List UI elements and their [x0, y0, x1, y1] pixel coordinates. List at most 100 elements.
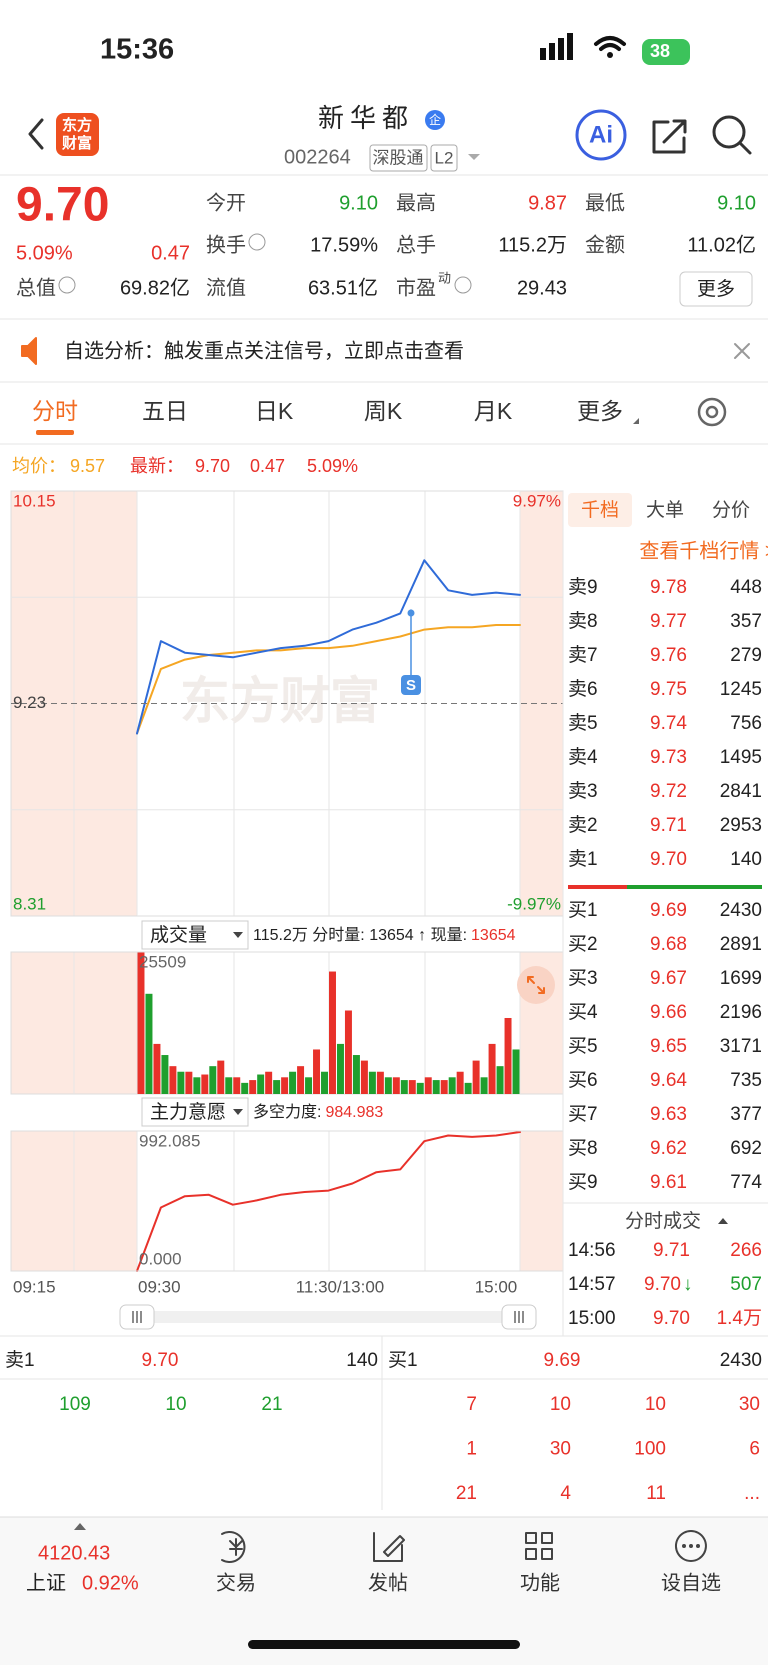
y-tick-label: 9.23	[13, 693, 46, 712]
tag	[430, 144, 458, 172]
tab[interactable]: 日K	[255, 398, 294, 424]
nav-icon[interactable]	[221, 1531, 246, 1563]
book-volume: 279	[730, 645, 762, 666]
book-volume: 1699	[720, 968, 762, 989]
tab[interactable]: 月K	[474, 398, 513, 424]
x-tick-label: 09:15	[13, 1277, 56, 1296]
volume-bar	[137, 952, 145, 1094]
field-value: 29.43	[517, 277, 567, 299]
tab-underline	[36, 430, 74, 435]
trade-time: 14:57	[568, 1274, 616, 1295]
book-volume: 2430	[720, 900, 762, 921]
y-tick-label: 0.000	[139, 1249, 182, 1268]
indicator-title[interactable]: 主力意愿	[150, 1101, 226, 1123]
nav-label[interactable]: 发帖	[368, 1571, 408, 1594]
settings-button[interactable]	[697, 397, 727, 427]
volume-bar	[408, 1080, 416, 1094]
volume-bar	[297, 1066, 305, 1094]
nav-icon[interactable]	[675, 1530, 707, 1562]
volume-bar	[281, 1077, 289, 1094]
volume-bar	[321, 1071, 328, 1094]
volume-bar	[289, 1071, 297, 1094]
book-price: 9.78	[650, 577, 687, 598]
trade-time: 15:00	[568, 1308, 616, 1329]
speaker-icon	[21, 337, 37, 365]
volume-bar	[424, 1077, 432, 1094]
dropdown	[233, 1109, 243, 1115]
volume-bar	[169, 1066, 177, 1094]
legend-value: 5.09%	[307, 456, 358, 476]
volume-bar	[344, 1010, 352, 1094]
volume-bar	[352, 1055, 360, 1094]
more-button[interactable]	[679, 271, 753, 307]
volume-bar	[400, 1080, 408, 1094]
indicator-select[interactable]	[141, 920, 249, 950]
nav-icon[interactable]	[525, 1532, 553, 1560]
orderbook-link[interactable]: 查看千档行情 >	[639, 539, 768, 562]
tab[interactable]: 周K	[364, 398, 403, 424]
volume-bar	[440, 1080, 448, 1094]
queue-order: 21	[261, 1394, 282, 1415]
volume-bar	[225, 1077, 233, 1094]
book-volume: 3171	[720, 1036, 762, 1057]
signal-bar	[549, 43, 555, 60]
info-icon	[248, 233, 266, 251]
queue-label: 买1	[388, 1350, 418, 1371]
volume-bar	[145, 993, 153, 1094]
more-label[interactable]: 更多	[697, 278, 735, 300]
book-label: 卖8	[568, 610, 598, 632]
tag: 深股通	[373, 148, 424, 167]
book-volume: 140	[730, 849, 762, 870]
nav-label[interactable]: 交易	[216, 1571, 256, 1594]
trade-price: 9.70	[653, 1308, 690, 1329]
book-label: 买8	[568, 1138, 598, 1159]
indicator-select[interactable]	[141, 1097, 249, 1127]
index-caret	[74, 1523, 86, 1530]
ai-button[interactable]	[575, 109, 627, 161]
volume-bar	[241, 1082, 249, 1094]
volume-bar	[384, 1077, 392, 1094]
book-label: 卖9	[568, 576, 598, 598]
field-value: 17.59%	[310, 234, 378, 256]
ai-label[interactable]: Ai	[589, 121, 613, 148]
book-volume: 735	[730, 1070, 762, 1091]
orderbook-tab[interactable]: 分价	[712, 499, 750, 521]
y-tick-label: 8.31	[13, 894, 46, 913]
orderbook-tab[interactable]: 大单	[646, 499, 684, 521]
indicator-title[interactable]: 成交量	[150, 924, 207, 946]
tab[interactable]: 更多	[577, 398, 623, 424]
book-price: 9.75	[650, 679, 687, 700]
volume-bar	[336, 1043, 344, 1094]
badge-text: 企	[429, 112, 441, 127]
field-sup: 动	[438, 270, 451, 285]
stock-code: 002264	[284, 146, 351, 168]
share-button[interactable]	[652, 119, 687, 154]
queue-order: 100	[634, 1439, 666, 1460]
indicator-info: 115.2万 分时量: 13654 ↑ 现量:	[253, 926, 467, 944]
orderbook-tab[interactable]: 千档	[581, 499, 619, 521]
book-label: 卖5	[568, 712, 598, 734]
queue-order: 7	[466, 1394, 477, 1415]
nav-label[interactable]: 功能	[520, 1571, 560, 1594]
expand-button[interactable]	[517, 966, 555, 1004]
legend-value: 9.57	[70, 456, 105, 476]
index-name: 上证	[26, 1571, 66, 1594]
queue-volume: 2430	[720, 1350, 762, 1371]
volume-bar	[488, 1043, 496, 1094]
nav-label[interactable]: 设自选	[661, 1571, 721, 1594]
nav-icon[interactable]	[373, 1532, 405, 1562]
queue-order: 10	[645, 1394, 666, 1415]
notice-text[interactable]: 自选分析：触发重点关注信号，立即点击查看	[64, 339, 464, 362]
battery	[642, 39, 690, 65]
volume-bar	[217, 1060, 225, 1094]
icon-dot	[696, 1544, 700, 1548]
legend-value: 0.47	[250, 456, 285, 476]
field-label: 最低	[585, 191, 625, 214]
settings-core	[705, 405, 719, 419]
back-button[interactable]	[28, 118, 44, 150]
search-button[interactable]	[712, 115, 746, 149]
tab[interactable]: 分时	[32, 398, 78, 424]
close-button[interactable]	[734, 343, 750, 359]
index-value[interactable]: 4120.43	[38, 1542, 110, 1564]
tab[interactable]: 五日	[142, 398, 188, 424]
